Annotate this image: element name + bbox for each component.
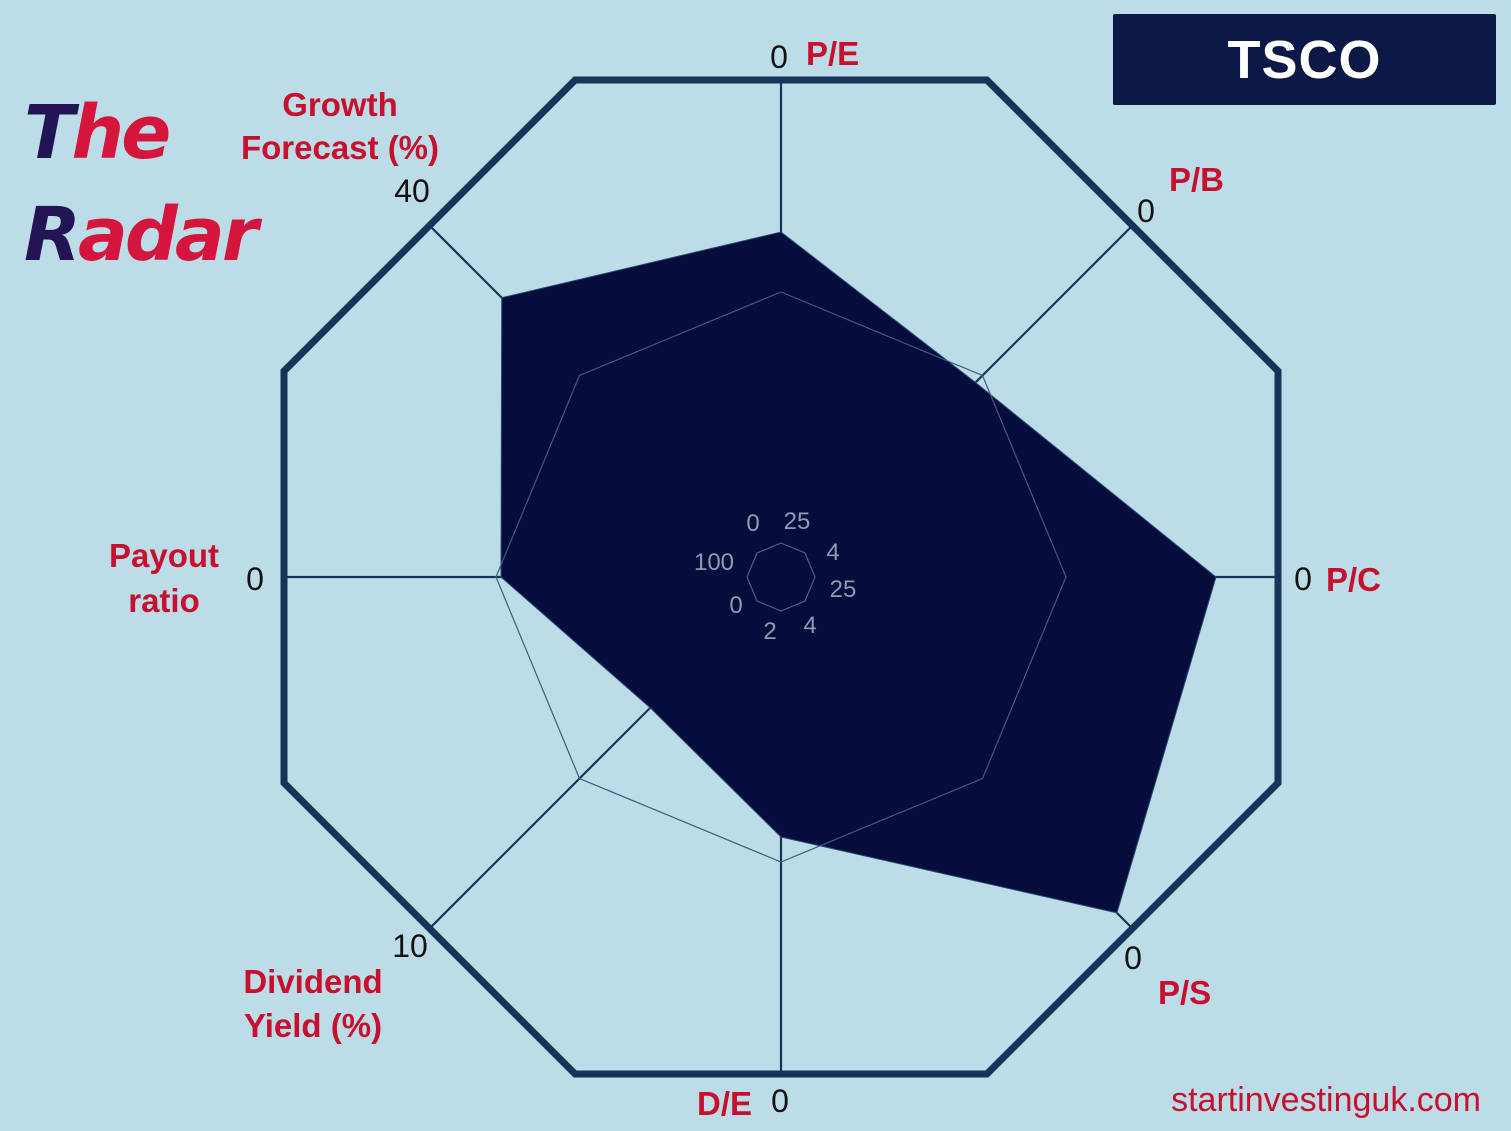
outer-tick-5: 0 [771, 1083, 789, 1119]
outer-tick-4: 0 [1124, 940, 1142, 976]
axis-label-7-line-2: ratio [128, 582, 200, 619]
outer-tick-1: 0 [770, 39, 788, 75]
axis-label-7-line-1: Payout [109, 537, 219, 574]
center-tick-5: 2 [763, 618, 776, 645]
brand-line-the: The [24, 82, 255, 184]
axis-label-3: P/C [1326, 561, 1381, 598]
brand-radar-dark: R [24, 192, 81, 278]
axis-label-6-line-1: Dividend [243, 963, 382, 1000]
outer-tick-8: 40 [394, 173, 430, 209]
axis-label-4: P/S [1158, 974, 1211, 1011]
reference-octagon [495, 291, 1067, 863]
axis-label-2: P/B [1169, 161, 1224, 198]
axis-label-5: D/E [697, 1085, 752, 1122]
center-tick-3: 25 [830, 576, 857, 603]
axis-label-6-line-2: Yield (%) [244, 1007, 382, 1044]
brand-line-radar: Radar [24, 184, 258, 286]
brand-the-dark: T [24, 90, 75, 176]
center-tick-2: 4 [826, 539, 839, 566]
axis-label-1: P/E [806, 35, 859, 72]
outer-tick-2: 0 [1137, 193, 1155, 229]
center-tick-8: 0 [746, 510, 759, 537]
ticker-badge: TSCO [1113, 14, 1496, 105]
axis-label-8-line-2: Forecast (%) [241, 129, 439, 166]
brand-the-red: he [71, 90, 171, 176]
center-tick-7: 100 [694, 549, 734, 576]
center-tick-6: 0 [729, 592, 742, 619]
brand-radar-red: adar [77, 192, 258, 278]
center-tick-1: 25 [784, 508, 811, 535]
brand-logo: The Radar [24, 82, 258, 286]
website-credit: startinvestinguk.com [1171, 1081, 1481, 1119]
axis-label-8-line-1: Growth [282, 86, 397, 123]
outer-tick-7: 0 [246, 561, 264, 597]
outer-octagon-frame [280, 76, 1282, 1078]
outer-tick-6: 10 [392, 928, 428, 964]
ticker-symbol: TSCO [1227, 29, 1382, 90]
center-tick-4: 4 [803, 612, 816, 639]
outer-tick-3: 0 [1294, 561, 1312, 597]
center-octagon [746, 542, 816, 612]
data-polygon [500, 231, 1217, 914]
